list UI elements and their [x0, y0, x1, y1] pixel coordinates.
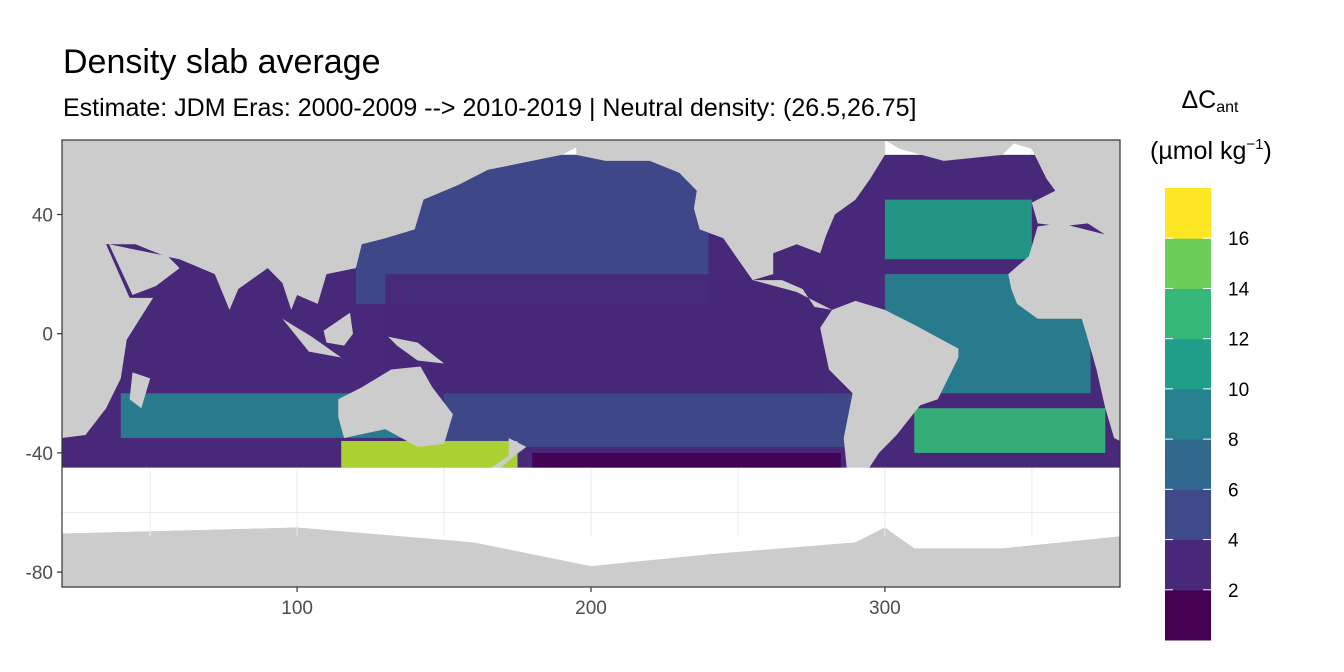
legend-bin — [1165, 388, 1211, 440]
land-africa — [62, 238, 154, 438]
legend-label: 14 — [1228, 279, 1250, 300]
legend-bin — [1165, 238, 1211, 289]
color-legend: 2 4 6 8 10 12 14 16 — [1165, 188, 1250, 641]
land-australia — [338, 366, 453, 447]
land-asia — [62, 140, 591, 310]
data-region — [532, 452, 841, 468]
land-antarctica — [62, 527, 1120, 587]
data-region — [385, 274, 827, 394]
legend-label: 4 — [1228, 531, 1239, 552]
land-sumatra — [282, 318, 342, 358]
land-greenland — [884, 140, 1018, 161]
legend-label: 10 — [1228, 380, 1249, 401]
legend-label: 12 — [1228, 330, 1249, 351]
data-region — [884, 199, 1032, 260]
y-tick-label: -40 — [26, 444, 53, 465]
y-tick-label: 40 — [32, 206, 53, 227]
land-newguinea — [388, 336, 445, 364]
legend-label: 6 — [1228, 480, 1239, 501]
land-borneo — [323, 312, 353, 346]
land-europe — [1002, 140, 1120, 245]
y-tick-label: 0 — [42, 325, 53, 346]
chart-subtitle: Estimate: JDM Eras: 2000-2009 --> 2010-2… — [63, 94, 917, 122]
legend-bin — [1165, 539, 1211, 591]
legend-bin — [1165, 439, 1211, 490]
legend-units: (µmol kg−1) — [1150, 136, 1272, 165]
legend-label: 2 — [1228, 581, 1239, 602]
legend-bin — [1165, 589, 1211, 641]
land-madagascar — [129, 372, 151, 409]
legend-bin — [1165, 489, 1211, 541]
legend-label: 8 — [1228, 430, 1239, 451]
land-north-america — [576, 140, 885, 310]
land-arabia — [109, 244, 180, 295]
legend-bin — [1165, 288, 1211, 340]
x-tick-label: 100 — [281, 598, 313, 619]
x-tick-label: 300 — [869, 598, 901, 619]
x-tick-label: 200 — [575, 598, 607, 619]
legend-title: ΔCant — [1181, 86, 1239, 116]
data-region — [914, 408, 1106, 453]
map-panel — [62, 140, 1120, 587]
legend-bin — [1165, 188, 1211, 239]
land-south-america — [820, 300, 959, 483]
y-tick-label: -80 — [26, 563, 53, 584]
legend-label: 16 — [1228, 229, 1249, 250]
land-nz — [491, 438, 527, 471]
chart-title: Density slab average — [63, 43, 381, 81]
land-africa-east — [1008, 223, 1120, 441]
legend-bin — [1165, 338, 1211, 390]
data-region — [444, 393, 856, 447]
